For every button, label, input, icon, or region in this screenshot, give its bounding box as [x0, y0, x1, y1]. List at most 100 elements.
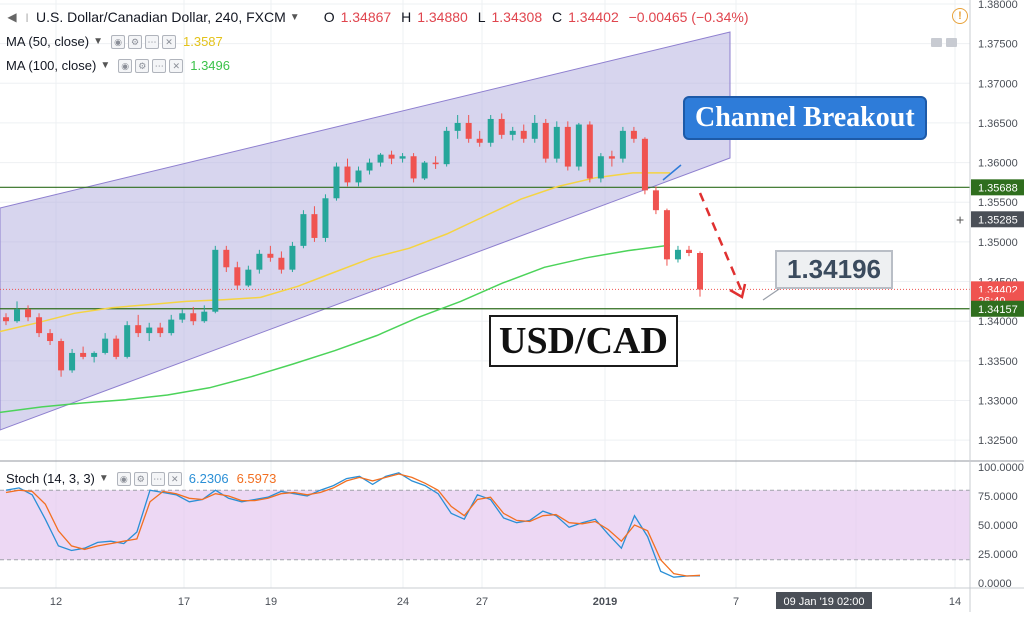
ma50-label[interactable]: MA (50, close)	[6, 34, 90, 49]
price-tick-label: 1.35500	[978, 197, 1018, 209]
candle-body	[102, 338, 109, 353]
price-tick-label: 1.34000	[978, 316, 1018, 328]
ma50-line	[0, 172, 670, 333]
ma50-value: 1.3587	[183, 34, 223, 49]
candle-body	[333, 166, 340, 199]
chevron-down-icon[interactable]: ▼	[100, 60, 111, 71]
price-label-bg	[971, 179, 1024, 196]
ma50-legend: MA (50, close) ▼ ◉ ⚙ ⋯ ✕ 1.3587	[6, 34, 223, 49]
candle-body	[223, 249, 230, 268]
candle-body	[641, 138, 648, 191]
candle-body	[256, 253, 263, 270]
close-icon[interactable]: ✕	[167, 471, 182, 486]
candle-body	[487, 118, 494, 143]
ma100-label[interactable]: MA (100, close)	[6, 58, 97, 73]
gear-icon[interactable]: ⚙	[135, 58, 150, 73]
candle-body	[278, 257, 285, 270]
candle-body	[113, 338, 120, 357]
candle-body	[630, 130, 637, 139]
time-cursor-label: 09 Jan '19 02:00	[783, 596, 864, 608]
candle-body	[201, 311, 208, 322]
chevron-down-icon[interactable]: ▼	[93, 36, 103, 47]
candle-body	[564, 126, 571, 167]
chevron-down-icon[interactable]: ▼	[289, 11, 300, 23]
projection-arrow	[698, 192, 744, 293]
eye-icon[interactable]: ◉	[116, 471, 131, 486]
time-tick-label: 7	[733, 596, 739, 608]
stoch-tick-label: 0.0000	[978, 578, 1012, 590]
time-tick-label: 2019	[593, 596, 617, 608]
price-label: 1.34157	[978, 304, 1018, 316]
candle-body	[652, 190, 659, 211]
crosshair-icon: +	[956, 211, 964, 227]
candle-body	[685, 249, 692, 253]
price-tick-label: 1.33000	[978, 396, 1018, 408]
price-tick-label: 1.37000	[978, 78, 1018, 90]
candle-body	[69, 352, 76, 371]
eye-icon[interactable]: ◉	[111, 34, 125, 49]
candle-body	[47, 333, 54, 342]
candle-body	[531, 122, 538, 139]
price-tick-label: 1.37500	[978, 39, 1018, 51]
candle-body	[553, 126, 560, 159]
close-icon[interactable]: ✕	[162, 34, 176, 49]
price-label-bg	[971, 211, 1024, 228]
more-icon[interactable]: ⋯	[145, 34, 159, 49]
gear-icon[interactable]: ⚙	[128, 34, 142, 49]
stoch-d-value: 6.5973	[236, 471, 277, 486]
scroll-down-icon[interactable]	[931, 38, 942, 47]
bar-style-icon[interactable]: |	[25, 12, 29, 22]
candle-body	[267, 253, 274, 258]
candle-body	[476, 138, 483, 143]
open-value: 1.34867	[340, 9, 392, 25]
stoch-d-line	[5, 473, 701, 577]
candle-body	[80, 352, 87, 357]
candle-body	[465, 122, 472, 139]
chevron-down-icon[interactable]: ▼	[98, 473, 109, 484]
eye-icon[interactable]: ◉	[118, 58, 133, 73]
candle-body	[245, 269, 252, 286]
collapse-icon[interactable]: ◀	[7, 10, 17, 24]
warning-icon[interactable]: !	[952, 8, 968, 24]
stoch-label[interactable]: Stoch (14, 3, 3)	[6, 471, 95, 486]
price-tick-label: 1.33500	[978, 356, 1018, 368]
candle-body	[575, 124, 582, 167]
candle-body	[663, 210, 670, 260]
candle-body	[520, 130, 527, 139]
stoch-tick-label: 100.0000	[978, 462, 1024, 474]
candle-body	[322, 198, 329, 238]
price-tick-label: 1.36500	[978, 118, 1018, 130]
symbol-title[interactable]: U.S. Dollar/Canadian Dollar, 240, FXCM	[36, 9, 286, 25]
candle-body	[212, 249, 219, 312]
channel-breakout-callout: Channel Breakout	[683, 96, 927, 140]
price-label: 1.35285	[978, 214, 1018, 226]
candle-body	[311, 214, 318, 238]
symbol-row: ◀ | U.S. Dollar/Canadian Dollar, 240, FX…	[6, 9, 755, 25]
candle-body	[674, 249, 681, 260]
candle-body	[135, 325, 142, 334]
more-icon[interactable]: ⋯	[152, 58, 167, 73]
stoch-band	[0, 490, 970, 560]
price-tick-label: 1.35000	[978, 237, 1018, 249]
chart-header: ◀ | U.S. Dollar/Canadian Dollar, 240, FX…	[0, 0, 970, 80]
scroll-up-icon[interactable]	[946, 38, 957, 47]
ohlc-readout: O 1.34867 H 1.34880 L 1.34308 C 1.34402 −0.0…	[323, 9, 749, 25]
ma100-legend: MA (100, close) ▼ ◉ ⚙ ⋯ ✕ 1.3496	[6, 58, 230, 73]
price-label: 1.35688	[978, 182, 1018, 194]
candle-body	[586, 124, 593, 179]
high-value: 1.34880	[417, 9, 468, 25]
close-value: 1.34402	[568, 9, 619, 25]
candle-body	[190, 313, 197, 322]
close-icon[interactable]: ✕	[169, 58, 184, 73]
candle-body	[289, 245, 296, 270]
candle-body	[432, 162, 439, 165]
pair-label-box: USD/CAD	[489, 315, 678, 367]
gear-icon[interactable]: ⚙	[133, 471, 148, 486]
stoch-tick-label: 50.0000	[978, 520, 1018, 532]
target-price-box: 1.34196	[775, 250, 893, 289]
time-tick-label: 27	[476, 596, 488, 608]
more-icon[interactable]: ⋯	[150, 471, 165, 486]
candle-body	[300, 214, 307, 246]
